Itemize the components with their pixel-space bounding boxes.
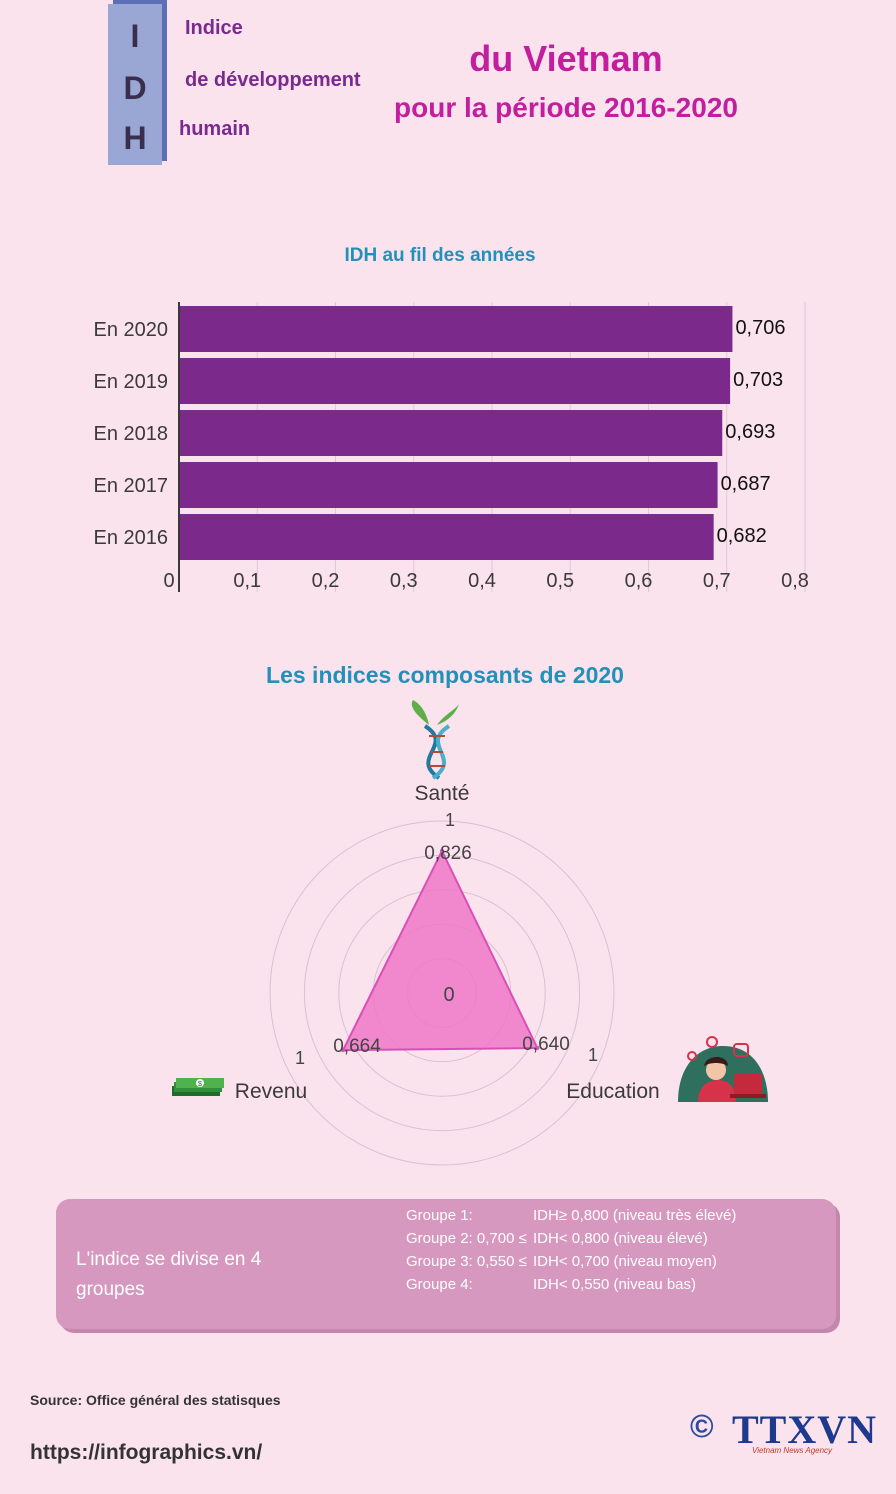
radar-value-label: 0,640 (522, 1034, 570, 1055)
group-3-rule: IDH< 0,700 (niveau moyen) (533, 1253, 717, 1270)
page-title: du Vietnam (469, 38, 663, 79)
copyright-symbol: © (690, 1408, 714, 1444)
bar-value-label: 0,682 (717, 525, 767, 547)
bar-mark (180, 514, 714, 560)
radar-max-label: 1 (295, 1048, 305, 1068)
radar-point (535, 1046, 540, 1051)
page-subtitle: pour la période 2016-2020 (394, 92, 738, 123)
radar-max-label: 1 (445, 810, 455, 830)
radar-center-label: 0 (443, 984, 454, 1006)
bar-x-tick-label: 0,2 (312, 570, 340, 592)
radar-point (341, 1048, 346, 1053)
radar-chart: 01110,8260,6400,664SantéEducationRevenu … (172, 700, 768, 1166)
bar-chart-title: IDH au fil des années (344, 245, 536, 266)
idh-letter-h: H (123, 120, 147, 156)
bar-x-tick-label: 0,8 (781, 570, 809, 592)
idh-word-developpement: de développement (185, 69, 361, 91)
bar-value-label: 0,703 (733, 369, 783, 391)
bar-value-label: 0,693 (725, 421, 775, 443)
student-laptop-icon (678, 1036, 768, 1102)
source-note: Source: Office général des statisques (30, 1392, 281, 1408)
money-stack-icon: $ (172, 1078, 224, 1096)
radar-point (440, 848, 444, 853)
radar-axis-label: Santé (415, 782, 470, 805)
bar-x-tick-label: 0,3 (390, 570, 418, 592)
dna-leaf-icon (411, 700, 459, 780)
idh-block: I D H (108, 4, 162, 165)
radar-ring (269, 820, 615, 1166)
radar-max-label: 1 (588, 1045, 598, 1065)
bar-category-label: En 2016 (93, 527, 168, 549)
ttxvn-logo-sub: Vietnam News Agency (752, 1446, 833, 1455)
bar-mark (180, 306, 733, 352)
group-1-name: Groupe 1: (406, 1207, 473, 1224)
group-2-rule: IDH< 0,800 (niveau élevé) (533, 1230, 708, 1247)
group-4-name: Groupe 4: (406, 1276, 473, 1293)
bar-x-tick-label: 0,4 (468, 570, 496, 592)
idh-word-indice: Indice (185, 17, 243, 39)
bar-category-label: En 2019 (93, 371, 168, 393)
bar-chart: 0 0,1 0,2 0,3 0,4 0,5 0,6 0,7 0,8 En 2020 0,706 En … (93, 302, 809, 592)
groups-lead: L'indice se divise en 4 groupes (76, 1249, 262, 1300)
idh-letter-i: I (130, 18, 140, 54)
bar-x-tick-label: 0,7 (703, 570, 731, 592)
site-url[interactable]: https://infographics.vn/ (30, 1441, 263, 1464)
bar-x-tick-label: 0,1 (233, 570, 261, 592)
bar-x-tick-label: 0 (163, 570, 174, 592)
groups-panel: L'indice se divise en 4 groupes Groupe 1… (56, 1199, 836, 1329)
bar-value-label: 0,687 (721, 473, 771, 495)
bar-x-tick-label: 0,5 (546, 570, 574, 592)
radar-chart-title: Les indices composants de 2020 (266, 662, 624, 688)
bar-mark (180, 462, 718, 508)
svg-text:$: $ (198, 1081, 202, 1088)
bar-category-label: En 2017 (93, 475, 168, 497)
bar-mark (180, 410, 723, 456)
idh-word-humain: humain (179, 118, 251, 140)
radar-area (341, 848, 539, 1052)
bar-category-label: En 2020 (93, 319, 168, 341)
group-2-name: Groupe 2: 0,700 ≤ (406, 1230, 527, 1247)
radar-value-label: 0,664 (333, 1036, 381, 1057)
radar-axis-label: Education (566, 1080, 659, 1103)
group-3-name: Groupe 3: 0,550 ≤ (406, 1253, 527, 1270)
ttxvn-logo: TTXVN (732, 1407, 878, 1452)
radar-axis-label: Revenu (235, 1080, 307, 1103)
radar-value-label: 0,826 (424, 843, 472, 864)
group-1-rule: IDH≥ 0,800 (niveau très élevé) (533, 1207, 737, 1224)
group-4-rule: IDH< 0,550 (niveau bas) (533, 1276, 697, 1293)
idh-letter-d: D (123, 70, 147, 106)
bar-x-tick-label: 0,6 (625, 570, 653, 592)
bar-mark (180, 358, 731, 404)
bar-category-label: En 2018 (93, 423, 168, 445)
bar-value-label: 0,706 (735, 317, 785, 339)
